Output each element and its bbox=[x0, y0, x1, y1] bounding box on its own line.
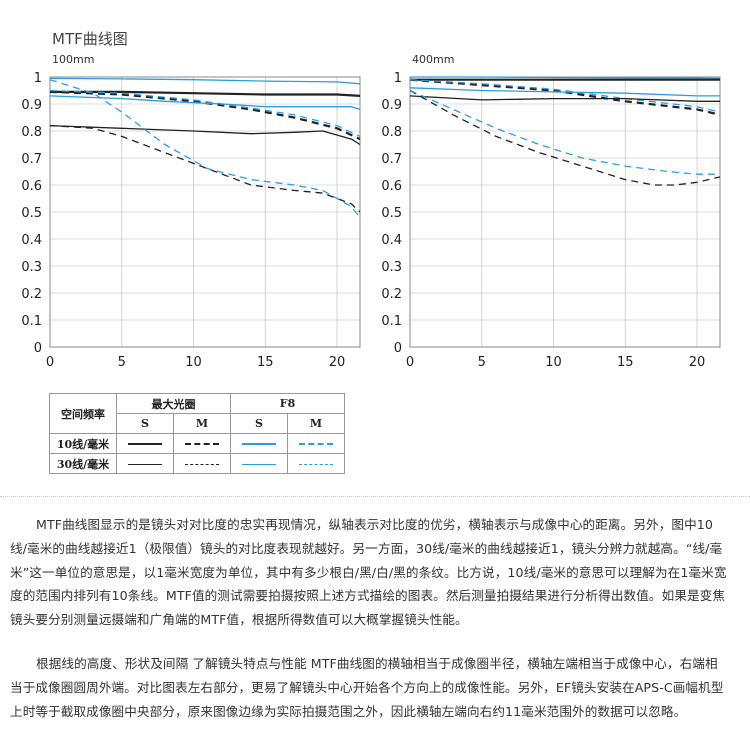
x-tick-label: 15 bbox=[617, 355, 634, 370]
legend-swatch bbox=[116, 433, 174, 454]
y-tick-label: 0.7 bbox=[21, 152, 42, 167]
series-line-black-dashed-thin bbox=[49, 124, 361, 213]
series-line-blue-dashed-thin bbox=[49, 89, 361, 137]
y-tick-label: 0 bbox=[394, 341, 402, 356]
y-tick-label: 0.1 bbox=[381, 314, 402, 329]
series-line-blue-solid-thin bbox=[49, 95, 361, 111]
legend-col-m: M bbox=[173, 413, 231, 434]
y-tick-label: 0.5 bbox=[381, 206, 402, 221]
plot-title: 100mm bbox=[52, 53, 94, 66]
series-line-blue-solid-thin bbox=[409, 87, 720, 97]
x-tick-label: 10 bbox=[545, 355, 562, 370]
x-tick-label: 5 bbox=[478, 355, 486, 370]
legend-row-10lp: 10线/毫米 bbox=[49, 433, 117, 454]
y-tick-label: 1 bbox=[394, 71, 402, 86]
legend-swatch bbox=[116, 453, 174, 474]
x-tick-label: 15 bbox=[257, 355, 274, 370]
legend-swatch bbox=[230, 433, 288, 454]
legend-swatch bbox=[287, 433, 345, 454]
x-tick-label: 20 bbox=[689, 355, 706, 370]
series-line-blue-dashed-thin bbox=[49, 79, 361, 218]
y-tick-label: 0.2 bbox=[21, 287, 42, 302]
legend-col-s: S bbox=[230, 413, 288, 434]
legend-swatch bbox=[173, 433, 231, 454]
x-tick-label: 10 bbox=[185, 355, 202, 370]
legend-group-f8: F8 bbox=[230, 393, 345, 414]
y-tick-label: 0.3 bbox=[381, 260, 402, 275]
y-tick-label: 0.6 bbox=[381, 179, 402, 194]
legend-swatch bbox=[230, 453, 288, 474]
description-paragraph-2: 根据线的高度、形状及间隔 了解镜头特点与性能 MTF曲线图的横轴相当于成像圈半径… bbox=[10, 656, 724, 719]
legend-swatch bbox=[173, 453, 231, 474]
y-tick-label: 0.9 bbox=[21, 98, 42, 113]
series-line-black-dashed-thick bbox=[49, 90, 361, 141]
x-tick-label: 0 bbox=[406, 355, 414, 370]
y-tick-label: 0.8 bbox=[21, 125, 42, 140]
legend-col-s: S bbox=[116, 413, 174, 434]
y-tick-label: 0.7 bbox=[381, 152, 402, 167]
y-tick-label: 0.6 bbox=[21, 179, 42, 194]
series-line-blue-solid-thin bbox=[49, 77, 361, 85]
series-line-blue-dashed-thin bbox=[409, 89, 720, 175]
y-tick-label: 0.9 bbox=[381, 98, 402, 113]
x-tick-label: 5 bbox=[118, 355, 126, 370]
legend-row-header: 空间频率 bbox=[49, 393, 117, 434]
legend-group-max-aperture: 最大光圈 bbox=[116, 393, 231, 414]
y-tick-label: 0.2 bbox=[381, 287, 402, 302]
legend-col-m: M bbox=[287, 413, 345, 434]
series-line-blue-dashed-thin bbox=[409, 79, 721, 113]
series-line-black-solid-thick bbox=[50, 90, 361, 97]
y-tick-label: 0.3 bbox=[21, 260, 42, 275]
page-heading: MTF曲线图 bbox=[52, 30, 128, 48]
series-line-black-dashed-thick bbox=[409, 78, 721, 116]
series-line-black-solid-thin bbox=[409, 95, 720, 102]
divider bbox=[0, 496, 750, 497]
y-tick-label: 0.8 bbox=[381, 125, 402, 140]
series-line-blue-solid-thin bbox=[410, 76, 721, 80]
series-line-black-dashed-thin bbox=[409, 89, 721, 186]
y-tick-label: 0 bbox=[34, 341, 42, 356]
description-paragraph-1: MTF曲线图显示的是镜头对对比度的忠实再现情况，纵轴表示对比度的优劣，横轴表示与… bbox=[10, 517, 727, 628]
y-tick-label: 0.4 bbox=[381, 233, 402, 248]
y-tick-label: 0.1 bbox=[21, 314, 42, 329]
legend-row-30lp: 30线/毫米 bbox=[49, 453, 117, 474]
x-tick-label: 0 bbox=[46, 355, 54, 370]
x-tick-label: 20 bbox=[329, 355, 346, 370]
y-tick-label: 0.4 bbox=[21, 233, 42, 248]
series-line-black-solid-thin bbox=[49, 124, 361, 146]
legend-table: 空间频率 最大光圈 F8 S M S M 10线/毫米 30线/毫米 bbox=[49, 393, 345, 474]
legend-swatch bbox=[287, 453, 345, 474]
plot-title: 400mm bbox=[412, 53, 454, 66]
y-tick-label: 0.5 bbox=[21, 206, 42, 221]
y-tick-label: 1 bbox=[34, 71, 42, 86]
